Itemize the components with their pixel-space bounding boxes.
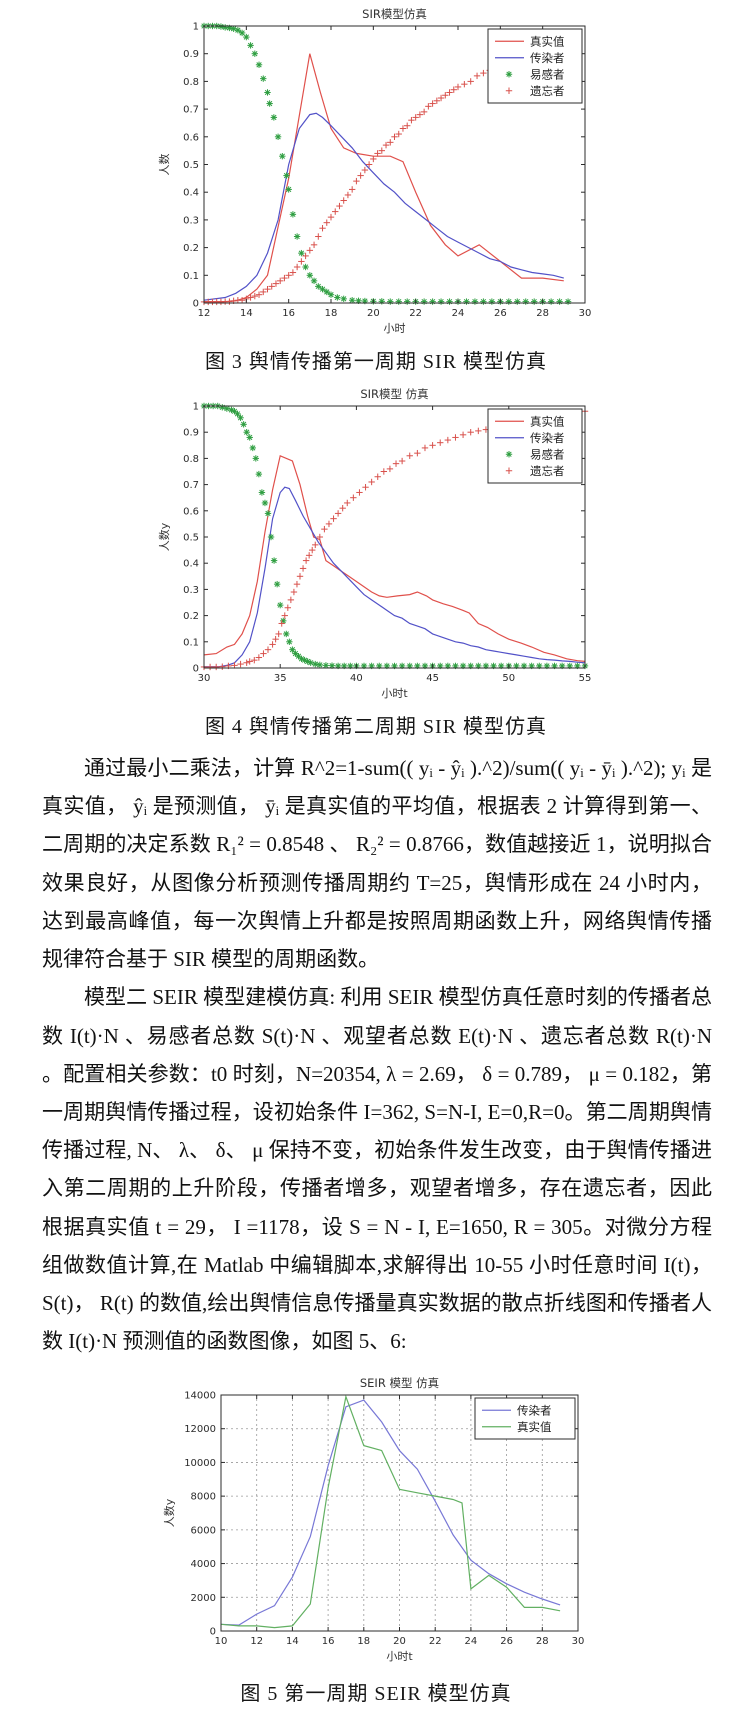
sir-cycle1-chart: 12 14 16 18 20 22 24 26 28 30 0 0.1 0.2 0.3 0.4 0.5 0.6 0… [153,4,599,339]
svg-text:22: 22 [409,308,422,319]
svg-text:10: 10 [214,1636,227,1647]
svg-text:24: 24 [464,1636,477,1647]
svg-text:10000: 10000 [184,1457,216,1468]
paragraph-seir-model: 模型二 SEIR 模型建模仿真: 利用 SEIR 模型仿真任意时刻的传播者总数 … [42,985,712,1354]
svg-text:12: 12 [197,308,210,319]
figure-3-caption: 图 3 舆情传播第一周期 SIR 模型仿真 [204,351,548,373]
svg-text:0.9: 0.9 [183,428,199,439]
svg-text:0: 0 [209,1626,215,1637]
svg-text:真实值: 真实值 [530,34,565,48]
svg-text:传染者: 传染者 [530,51,565,65]
svg-text:0.2: 0.2 [183,243,199,254]
svg-text:12000: 12000 [184,1424,216,1435]
svg-text:真实值: 真实值 [517,1419,552,1433]
svg-text:22: 22 [428,1636,441,1647]
svg-text:14: 14 [239,308,252,319]
svg-text:40: 40 [350,673,363,684]
svg-text:SIR模型 仿真: SIR模型 仿真 [360,387,428,401]
svg-text:SIR模型仿真: SIR模型仿真 [362,7,427,21]
svg-text:0.9: 0.9 [183,49,199,60]
svg-text:6000: 6000 [190,1525,215,1536]
svg-text:30: 30 [571,1636,584,1647]
svg-text:30: 30 [197,673,210,684]
svg-text:传染者: 传染者 [530,431,565,445]
svg-text:18: 18 [357,1636,370,1647]
svg-text:28: 28 [536,308,549,319]
svg-text:0.6: 0.6 [183,132,199,143]
svg-text:小时t: 小时t [381,687,408,700]
svg-text:0.3: 0.3 [183,215,199,226]
svg-text:人数: 人数 [158,154,171,176]
figure-sir-cycle2: 30 35 40 45 50 55 0 0.1 0.2 0.3 0.4 0.5 0.6 0.7 0.8 0.9… [0,384,752,739]
svg-text:24: 24 [451,308,464,319]
figure-sir-cycle1: 12 14 16 18 20 22 24 26 28 30 0 0.1 0.2 0.3 0.4 0.5 0.6 0… [0,4,752,374]
svg-text:0.1: 0.1 [183,637,199,648]
svg-text:26: 26 [493,308,506,319]
svg-text:20: 20 [393,1636,406,1647]
body-text: 通过最小二乘法，计算 R^2=1-sum(( yᵢ - ŷᵢ ).^2)/sum… [0,749,752,1361]
svg-text:小时t: 小时t [386,1650,413,1663]
svg-text:0.7: 0.7 [183,105,199,116]
svg-text:1: 1 [192,22,198,33]
svg-text:人数y: 人数y [163,1498,176,1527]
svg-text:小时: 小时 [383,322,405,335]
svg-text:16: 16 [321,1636,334,1647]
svg-text:26: 26 [500,1636,513,1647]
svg-text:4000: 4000 [190,1559,215,1570]
svg-text:55: 55 [578,673,591,684]
seir-cycle1-chart: 10 12 14 16 18 20 22 24 26 28 30 0 2000 4000 6000 8000 1… [158,1370,594,1671]
svg-text:人数y: 人数y [158,522,171,551]
figure-seir-cycle1: 10 12 14 16 18 20 22 24 26 28 30 0 2000 4000 6000 8000 1… [0,1370,752,1706]
sir-cycle2-chart: 30 35 40 45 50 55 0 0.1 0.2 0.3 0.4 0.5 0.6 0.7 0.8 0.9… [153,384,599,704]
svg-text:0.6: 0.6 [183,506,199,517]
svg-text:50: 50 [502,673,515,684]
figure-5-caption: 图 5 第一周期 SEIR 模型仿真 [240,1682,512,1705]
svg-text:0.5: 0.5 [183,160,199,171]
svg-text:20: 20 [366,308,379,319]
svg-text:12: 12 [250,1636,263,1647]
svg-text:18: 18 [324,308,337,319]
svg-text:0.4: 0.4 [183,188,199,199]
svg-text:0.4: 0.4 [183,559,199,570]
figure-4-caption: 图 4 舆情传播第二周期 SIR 模型仿真 [204,716,548,738]
svg-text:0.8: 0.8 [183,454,199,465]
svg-text:45: 45 [426,673,439,684]
svg-text:30: 30 [578,308,591,319]
svg-text:0.8: 0.8 [183,77,199,88]
svg-text:28: 28 [535,1636,548,1647]
svg-text:1: 1 [192,402,198,413]
svg-text:0: 0 [192,664,198,675]
svg-text:易感者: 易感者 [530,447,565,461]
svg-text:易感者: 易感者 [530,67,565,81]
svg-text:16: 16 [282,308,295,319]
svg-text:0.7: 0.7 [183,480,199,491]
svg-text:真实值: 真实值 [530,414,565,428]
svg-text:8000: 8000 [190,1491,215,1502]
svg-text:0.3: 0.3 [183,585,199,596]
svg-text:SEIR 模型 仿真: SEIR 模型 仿真 [359,1376,438,1390]
svg-text:35: 35 [273,673,286,684]
svg-text:14000: 14000 [184,1390,216,1401]
paragraph-r-squared: 通过最小二乘法，计算 R^2=1-sum(( yᵢ - ŷᵢ ).^2)/sum… [42,756,712,972]
svg-text:0: 0 [192,299,198,310]
svg-text:0.5: 0.5 [183,533,199,544]
svg-text:0.1: 0.1 [183,271,199,282]
svg-text:遗忘者: 遗忘者 [530,464,565,478]
svg-text:14: 14 [286,1636,299,1647]
svg-text:0.2: 0.2 [183,611,199,622]
svg-text:遗忘者: 遗忘者 [530,84,565,98]
svg-text:传染者: 传染者 [517,1403,552,1417]
svg-text:2000: 2000 [190,1592,215,1603]
